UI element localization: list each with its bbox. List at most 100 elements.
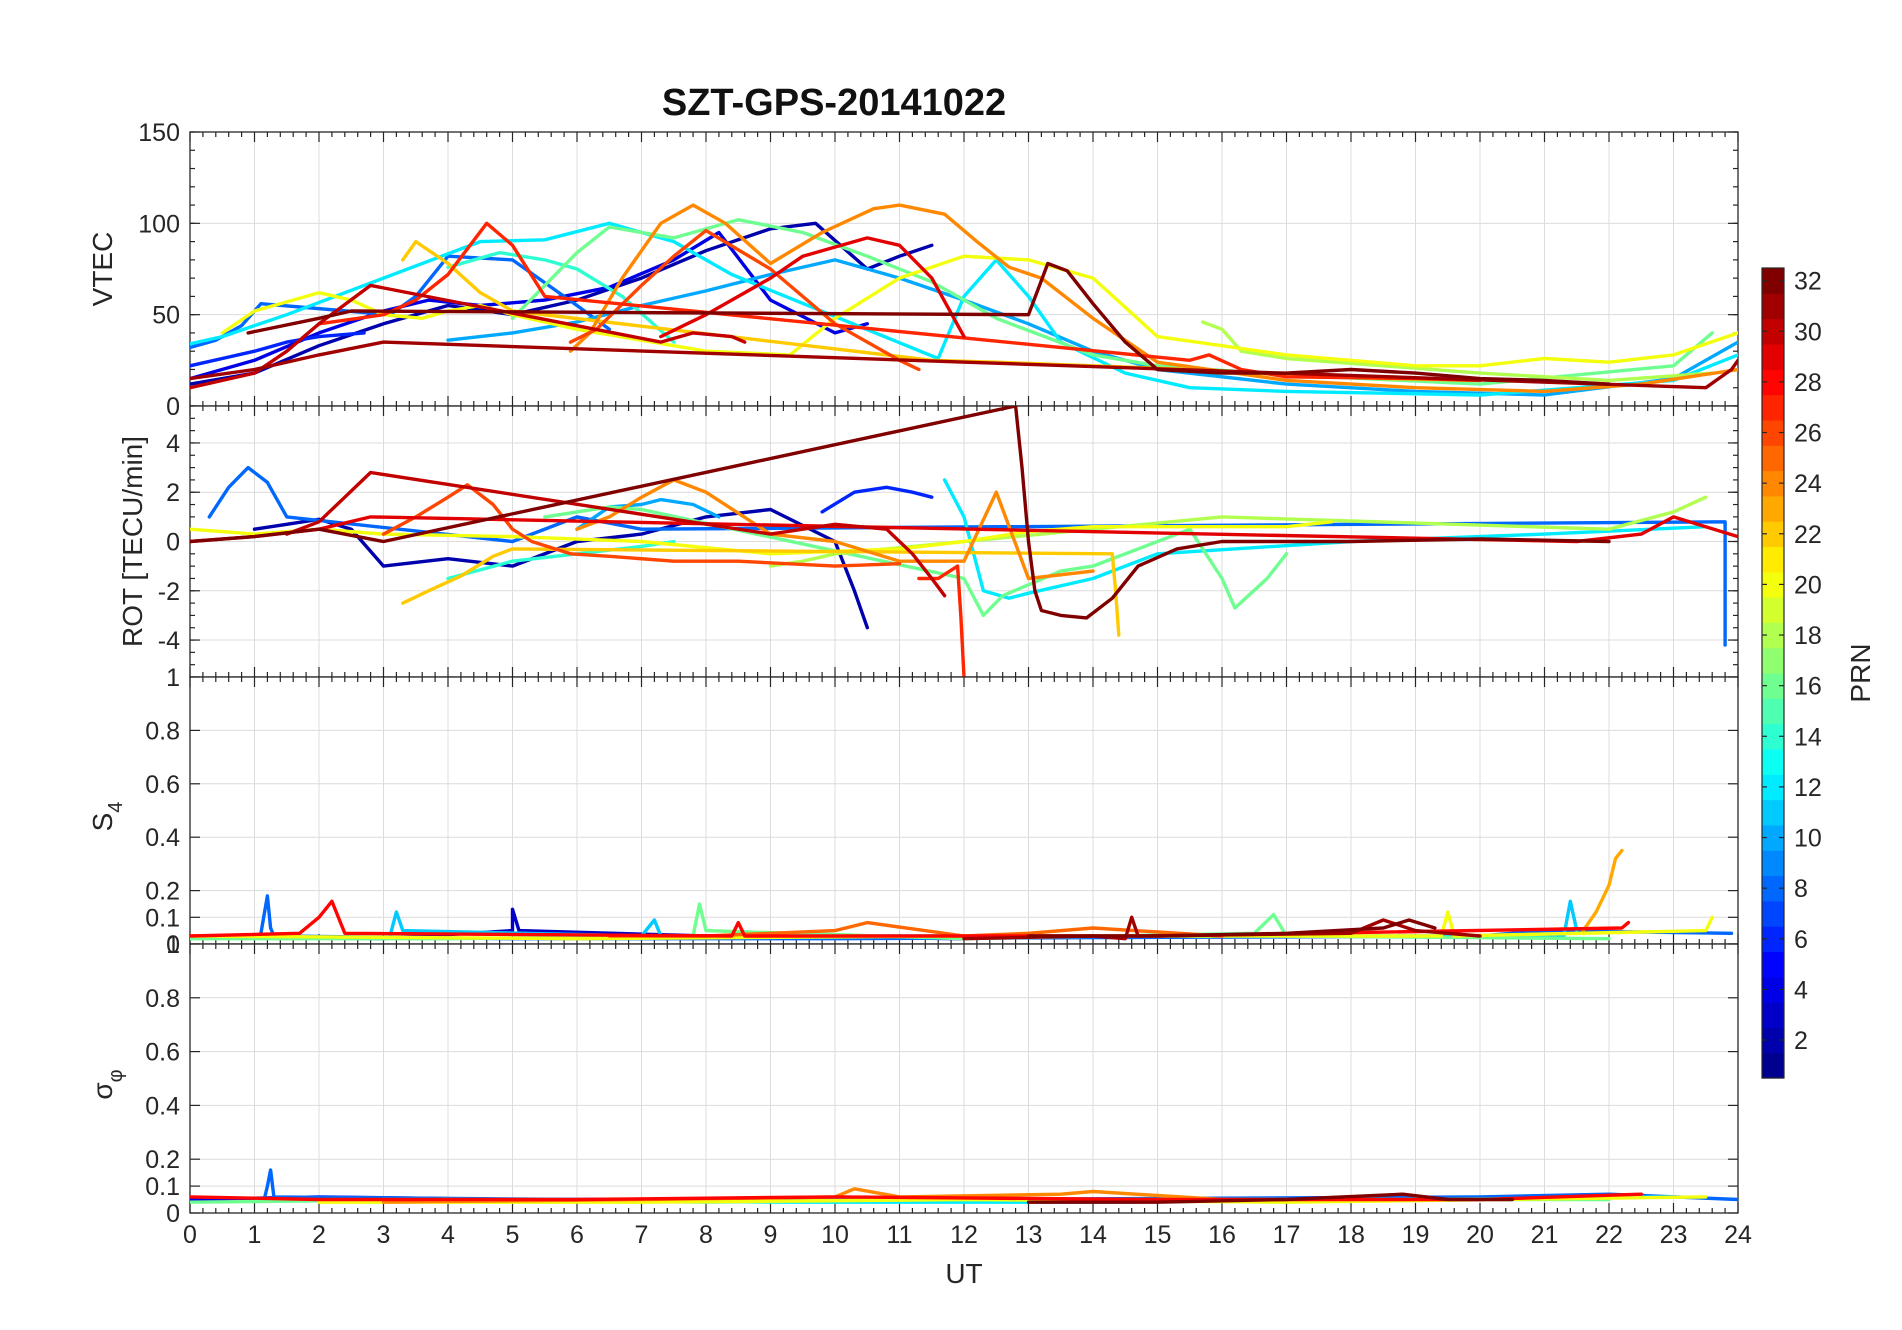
xtick-label: 18 [1337,1221,1365,1249]
colorbar-tick-label: 6 [1794,926,1808,954]
sigma_phi-ytick-label: 0.4 [145,1092,180,1120]
rot-ytick-label: 2 [166,479,180,507]
colorbar-tick-label: 4 [1794,976,1808,1004]
colorbar-tick-label: 26 [1794,420,1822,448]
colorbar-tick-label: 8 [1794,875,1808,903]
rot-series-prn-10 [575,497,721,531]
rot-ytick-label: 4 [166,430,180,458]
colorbar-tick-label: 28 [1794,369,1822,397]
xtick-label: 21 [1531,1221,1559,1249]
s4-panel: 00.10.2 0.4 0.6 0.8 1 S4 [87,664,1739,959]
vtec-series-prn-16 [510,217,1714,386]
xtick-label: 20 [1466,1221,1494,1249]
xtick-label: 17 [1273,1221,1301,1249]
rot-series-prn-30 [285,470,947,598]
xtick-label: 4 [441,1221,455,1249]
colorbar-tick-label: 24 [1794,470,1822,498]
sigma_phi-ylabel: σφ [87,1069,127,1099]
sigma_phi-ytick-label: 0.8 [145,985,180,1013]
s4-ytick-label: 0.4 [145,824,180,852]
s4-series-prn-32 [1026,918,1437,938]
vtec-series-prn-4 [190,230,869,381]
s4-ytick-label: 0.2 [145,878,180,906]
xtick-label: 22 [1595,1221,1623,1249]
sigma_phi-series-prn-32 [1026,1192,1515,1204]
xtick-label: 10 [821,1221,849,1249]
s4-ytick-label: 0 [166,931,180,959]
xtick-label: 7 [635,1221,649,1249]
x-axis-label: UT [945,1258,982,1289]
vtec-series-prn-6 [190,331,366,368]
vtec-ytick-label: 150 [138,119,180,147]
xtick-label: 6 [570,1221,584,1249]
rot-series-prn-24 [575,478,1095,581]
sigma_phi-ytick-label: 1 [166,931,180,959]
colorbar-tick-label: 14 [1794,723,1822,751]
rot-series-prn-16 [543,505,1289,618]
rot-ytick-label: -4 [158,627,180,655]
vtec-series-prn-26 [568,228,921,372]
xtick-label: 0 [183,1221,197,1249]
vtec-series-prn-20 [220,254,1738,368]
colorbar-tick-label: 32 [1794,268,1822,296]
xtick-label: 2 [312,1221,326,1249]
xtick-label: 12 [950,1221,978,1249]
vtec-panel: 0 50 100 150 VTEC [87,119,1739,421]
vtec-series-prn-12 [190,221,1738,397]
xtick-label: 11 [887,1221,913,1249]
s4-ylabel: S4 [87,802,127,832]
xtick-label: 16 [1208,1221,1236,1249]
colorbar-tick-label: 18 [1794,622,1822,650]
xtick-label: 5 [506,1221,520,1249]
rot-series-prn-22 [401,547,1121,637]
colorbar-tick-label: 20 [1794,571,1822,599]
rot-series-prn-26 [381,483,902,568]
vtec-series-prn-31 [190,340,1738,390]
s4-series-prn-11 [388,899,1579,938]
s4-ytick-label: 1 [166,664,180,692]
rot-series-prn-6 [820,485,934,514]
sigma_phi-ytick-label: 0 [166,1200,180,1228]
xtick-label: 1 [248,1221,262,1249]
s4-ytick-label: 0.8 [145,717,180,745]
vtec-ytick-label: 50 [152,302,180,330]
colorbar-tick-label: 22 [1794,521,1822,549]
rot-panel: -4 -2 0 2 4 ROT [TECU/min] [117,405,1739,678]
xtick-label: 23 [1660,1221,1688,1249]
vtec-series-prn-29 [659,236,966,339]
rot-ylabel: ROT [TECU/min] [117,436,148,647]
xtick-label: 19 [1402,1221,1430,1249]
sigma_phi-ytick-label: 0.6 [145,1039,180,1067]
xtick-label: 14 [1079,1221,1107,1249]
s4-ytick-label: 0.1 [145,904,180,932]
chart-title: SZT-GPS-20141022 [662,82,1006,124]
colorbar-tick-label: 12 [1794,774,1822,802]
colorbar-tick-label: 2 [1794,1027,1808,1055]
xtick-label: 24 [1724,1221,1752,1249]
rot-ytick-label: -2 [158,578,180,606]
sigma_phi-ytick-label: 0.2 [145,1146,180,1174]
colorbar-label: PRN [1845,643,1876,702]
rot-ytick-label: 0 [166,529,180,557]
xtick-label: 13 [1015,1221,1043,1249]
vtec-series-prn-18 [1200,320,1714,383]
xtick-label: 9 [764,1221,778,1249]
xtick-label: 8 [699,1221,713,1249]
vtec-series-prn-24 [568,203,1738,394]
s4-series-prn-20 [190,910,1714,941]
xtick-label: 3 [377,1221,391,1249]
vtec-series-prn-32 [246,261,1611,386]
vtec-ylabel: VTEC [87,232,118,307]
colorbar-tick-label: 16 [1794,673,1822,701]
vtec-ytick-label: 0 [166,393,180,421]
s4-ytick-label: 0.6 [145,771,180,799]
rot-series-prn-32 [190,406,1611,620]
colorbar-tick-label: 10 [1794,825,1822,853]
s4-series-prn-23 [1581,848,1624,933]
colorbar-tick-label: 30 [1794,318,1822,346]
rot-series-prn-18 [768,495,1708,568]
sigma_phi-ytick-label: 0.1 [145,1173,180,1201]
